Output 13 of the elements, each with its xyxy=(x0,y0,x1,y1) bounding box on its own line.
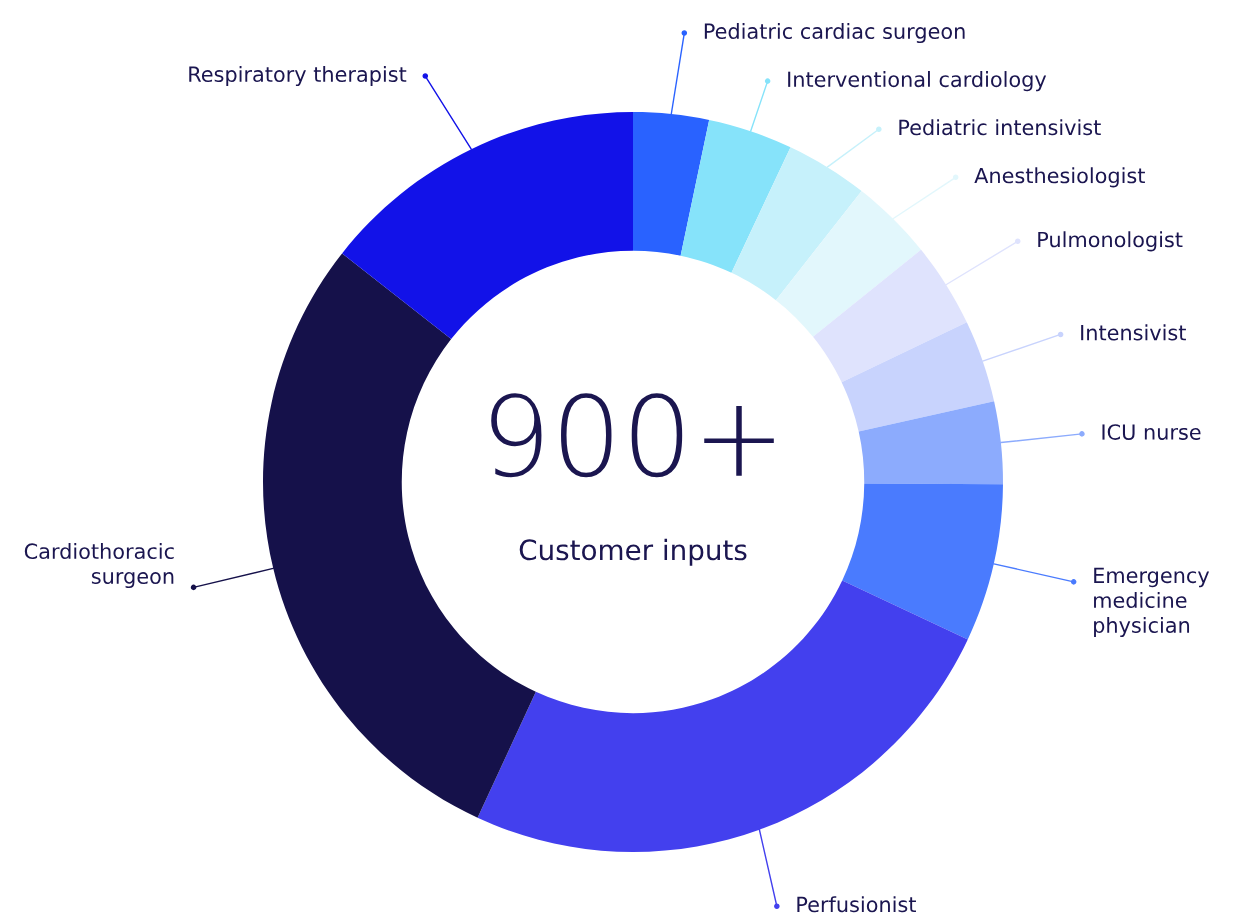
legend-label: Anesthesiologist xyxy=(974,167,1145,188)
legend-label: Emergency medicine physician xyxy=(1094,567,1210,638)
legend-label: Pulmonologist xyxy=(1038,231,1183,252)
legend-label: Intensivist xyxy=(1081,324,1186,341)
legend-label: ICU nurse xyxy=(1102,424,1201,440)
legend-label: Interventional cardiology xyxy=(788,71,1047,92)
text: 900+ xyxy=(491,393,774,478)
text: Customer inputs xyxy=(519,538,747,566)
legend-label: Pediatric intensivist xyxy=(899,119,1101,136)
slice-label: Respiratory therapist xyxy=(189,65,407,87)
legend-label: Perfusionist xyxy=(797,896,916,913)
slice-label: Cardiothoracic surgeon xyxy=(24,542,174,589)
legend-label: Pediatric cardiac surgeon xyxy=(704,22,965,44)
